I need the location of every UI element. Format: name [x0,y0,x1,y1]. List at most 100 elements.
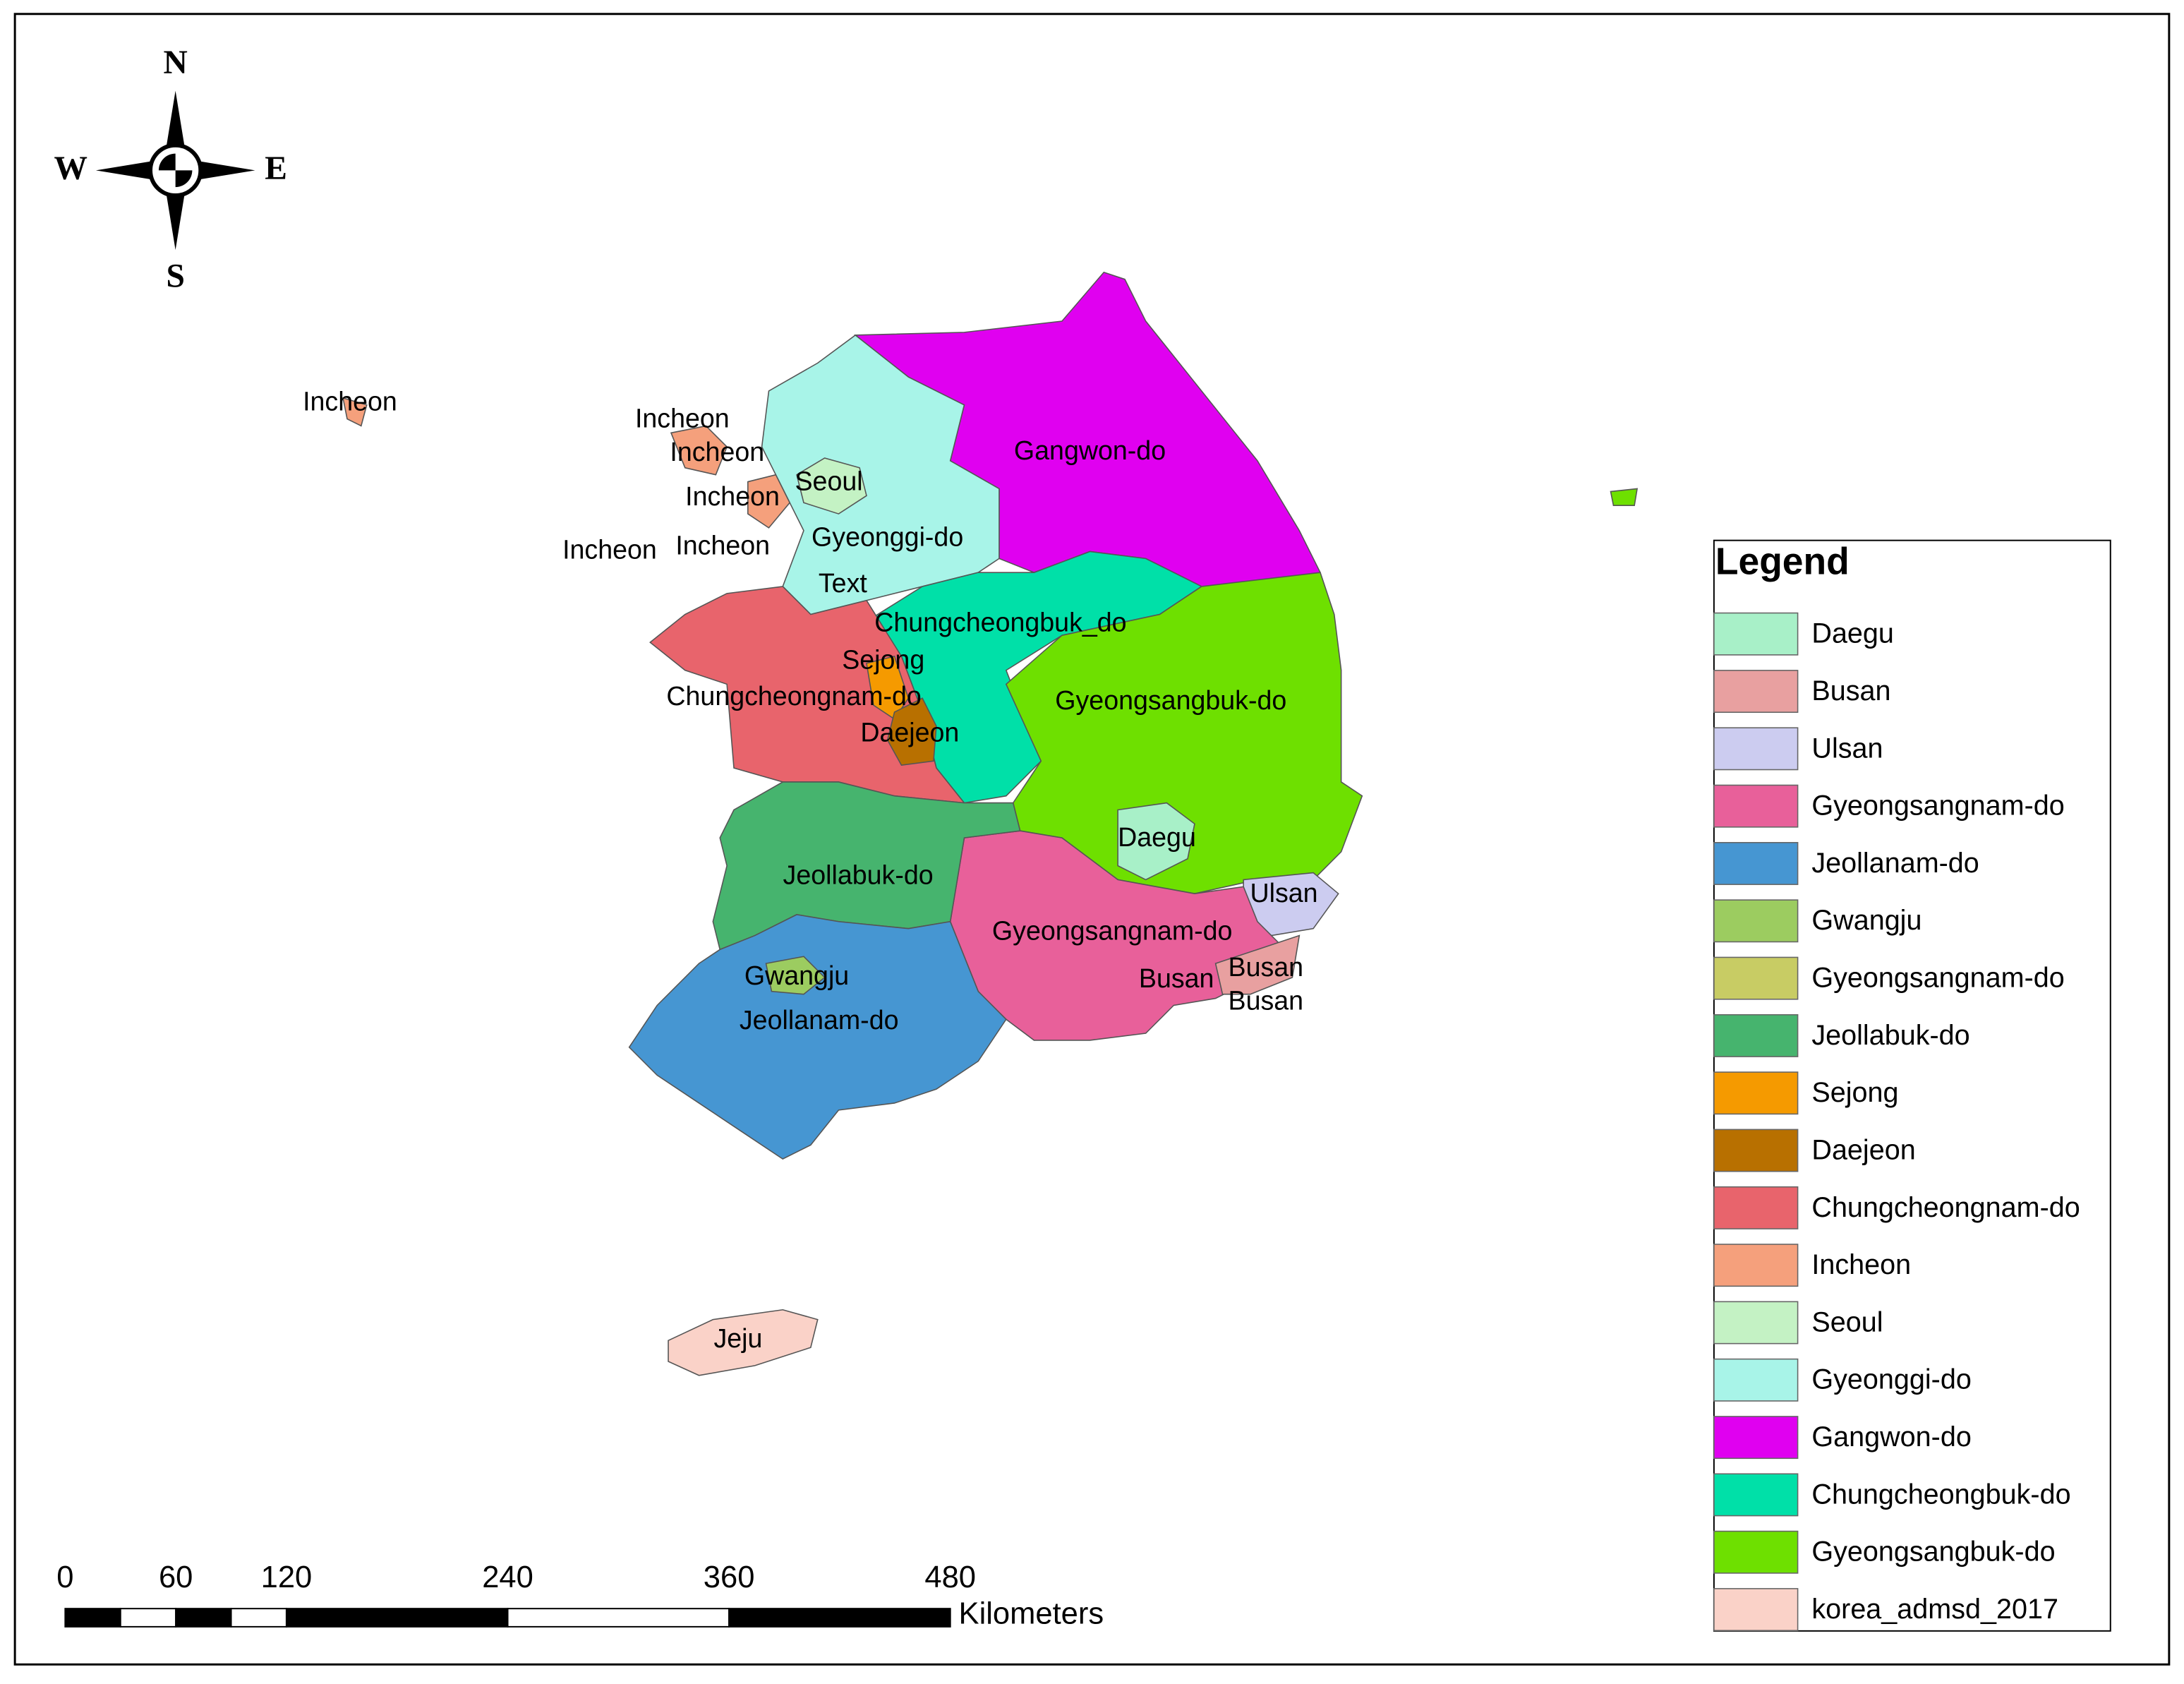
scale-tick-label: 360 [704,1560,755,1594]
map-label: Incheon [635,403,730,433]
map-label: Jeju [713,1323,762,1353]
map-label: Incheon [670,437,764,467]
scale-bar: Kilometers 0 60 120 240 360 480 [56,1560,1104,1630]
region-daegu [1117,802,1195,881]
legend-swatch [1713,1244,1799,1287]
compass-ring [148,143,203,198]
legend-swatch [1713,842,1799,885]
legend-label: Daejeon [1811,1134,1915,1165]
legend-label: korea_admsd_2017 [1811,1594,2058,1625]
scale-tick-label: 60 [159,1560,193,1594]
region-seoul [796,457,867,515]
region-jeonnam [628,914,1007,1160]
map-label: Ulsan [1250,878,1317,908]
scale-segment [64,1608,121,1628]
legend-label: Gyeongsangnam-do [1811,790,2064,822]
compass-north: N [164,44,188,81]
region-busan [1214,934,1301,995]
legend-label: Daegu [1811,618,1894,649]
legend-label: Gangwon-do [1811,1421,1971,1453]
compass: N S W E [54,44,287,295]
map-label: Busan [1229,952,1304,982]
region-island [1610,488,1639,506]
legend-label: Incheon [1811,1249,1911,1280]
legend-label: Chungcheongnam-do [1811,1192,2080,1223]
regions [342,271,1639,1376]
legend-swatch [1713,899,1799,943]
region-daejeon [886,697,937,766]
legend-swatch [1713,1530,1799,1574]
legend-swatch [1713,1186,1799,1229]
scale-segment [728,1608,951,1628]
region-gwangju [765,956,826,995]
scale-tick-label: 480 [924,1560,976,1594]
legend-label: Sejong [1811,1077,1898,1108]
legend-swatch [1713,956,1799,1000]
map-label: Text [819,568,867,598]
legend-swatch [1713,670,1799,713]
map-label: Gyeonggi-do [812,522,963,552]
scale-segment [119,1608,177,1628]
map-label: Gyeongsangbuk-do [1055,685,1286,715]
legend-label: Gyeongsangnam-do [1811,963,2064,994]
map-label: Gangwon-do [1014,435,1166,465]
scale-unit: Kilometers [959,1597,1104,1631]
map-label: Gyeongsangnam-do [992,916,1233,946]
scale-segment [230,1608,287,1628]
legend-swatch [1713,727,1799,771]
legend-swatch [1713,612,1799,656]
legend-swatch [1713,1358,1799,1402]
map-label: Chungcheongbuk_do [874,607,1126,637]
legend-swatch [1713,1129,1799,1172]
scale-segment [285,1608,509,1628]
legend-swatch [1713,1416,1799,1460]
scale-tick-label: 240 [482,1560,533,1594]
region-jeju [668,1309,819,1376]
scale-tick-label: 120 [261,1560,313,1594]
map-label: Chungcheongnam-do [666,681,921,711]
map-label: Jeollabuk-do [783,860,934,889]
legend-swatch [1713,1301,1799,1345]
legend-swatch [1713,1014,1799,1057]
region-incheon [342,397,368,427]
legend-swatch [1713,1473,1799,1517]
scale-segment [507,1608,730,1628]
map-label: Busan [1229,985,1304,1015]
map-labels: Incheon Incheon Incheon Incheon Incheon … [303,387,1317,1354]
legend-label: Gyeongsangbuk-do [1811,1536,2055,1568]
compass-west: W [54,150,88,187]
legend-label: Jeollabuk-do [1811,1020,1969,1051]
map-label: Daejeon [860,718,959,747]
map-label: Gwangju [744,961,849,990]
legend-swatch [1713,784,1799,828]
legend-label: Gyeonggi-do [1811,1364,1971,1395]
legend-swatch [1713,1588,1799,1632]
compass-east: E [265,150,287,187]
map-label: Jeollanam-do [740,1005,899,1035]
legend-label: Ulsan [1811,733,1883,764]
compass-center [158,153,193,188]
map-label: Incheon [303,387,397,416]
map-label: Busan [1139,963,1214,993]
legend-label: Jeollanam-do [1811,848,1979,879]
legend: Legend Daegu Busan Ulsan Gyeongsangnam-do Je… [1713,539,2111,1632]
scale-tick-label: 0 [56,1560,73,1594]
region-incheon [670,425,728,476]
legend-title: Legend [1715,541,1850,582]
scale-segment [175,1608,232,1628]
map-label: Incheon [685,481,780,511]
region-incheon [747,474,791,529]
compass-south: S [166,258,184,295]
legend-label: Seoul [1811,1306,1883,1337]
legend-label: Gwangju [1811,905,1921,936]
map-label: Incheon [562,534,657,564]
map-label: Incheon [675,530,770,560]
map-label: Sejong [842,645,924,675]
legend-label: Busan [1811,675,1890,706]
legend-label: Chungcheongbuk-do [1811,1479,2070,1510]
map-label: Daegu [1118,822,1196,852]
legend-swatch [1713,1071,1799,1115]
map-label: Seoul [795,466,863,495]
